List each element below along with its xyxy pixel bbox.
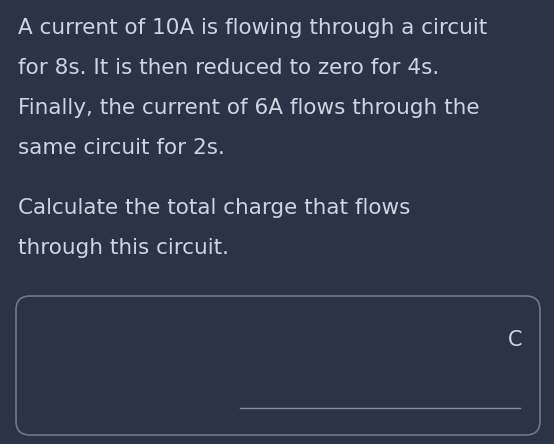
Text: for 8s. It is then reduced to zero for 4s.: for 8s. It is then reduced to zero for 4… xyxy=(18,58,439,78)
Text: Calculate the total charge that flows: Calculate the total charge that flows xyxy=(18,198,411,218)
Text: Finally, the current of 6A flows through the: Finally, the current of 6A flows through… xyxy=(18,98,480,118)
Text: A current of 10A is flowing through a circuit: A current of 10A is flowing through a ci… xyxy=(18,18,488,38)
Text: C: C xyxy=(507,330,522,350)
Text: through this circuit.: through this circuit. xyxy=(18,238,229,258)
FancyBboxPatch shape xyxy=(16,296,540,435)
Text: same circuit for 2s.: same circuit for 2s. xyxy=(18,138,225,158)
